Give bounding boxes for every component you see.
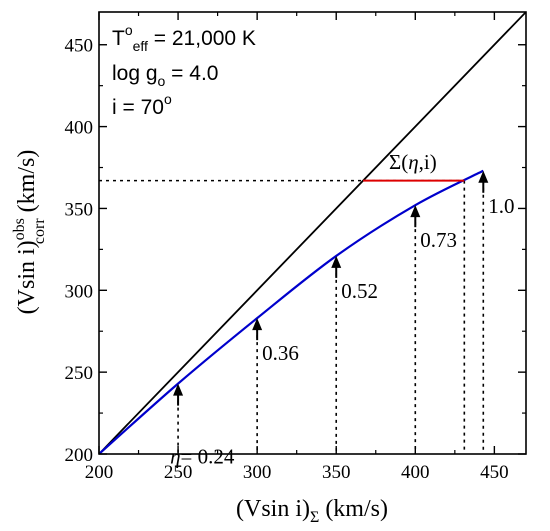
eta-marker-label: 0.73 xyxy=(420,228,457,252)
eta-arrow-head xyxy=(173,383,184,396)
eta-marker-label: 0.52 xyxy=(341,279,378,303)
y-tick-label: 350 xyxy=(65,199,94,220)
eta-arrow-head xyxy=(331,255,342,268)
eta-arrow-head xyxy=(410,205,421,218)
x-axis-title: (Vsin i)Σ (km/s) xyxy=(236,496,388,526)
model-curve xyxy=(99,169,484,454)
eta-arrow-head xyxy=(478,170,489,183)
teff-label: Toeff = 21,000 K xyxy=(112,22,256,54)
identity-line xyxy=(99,12,526,454)
plot-frame xyxy=(98,11,527,455)
eta-marker-label: 0.36 xyxy=(262,341,299,365)
sigma-label: Σ(η,i) xyxy=(389,150,437,174)
eta-marker-label: 1.0 xyxy=(488,194,514,218)
y-tick-label: 200 xyxy=(65,445,94,466)
eta-arrow-head xyxy=(252,318,263,331)
y-tick-label: 300 xyxy=(65,281,94,302)
axis-ticks: 200 250 300 350 400 450 200 250 300 350 400 450 xyxy=(65,12,526,483)
x-tick-label: 200 xyxy=(85,462,114,483)
y-axis-title: (Vsin i)obs corr (km/s) xyxy=(11,150,48,315)
x-tick-label: 450 xyxy=(480,462,509,483)
x-tick-label: 300 xyxy=(243,462,272,483)
eta-markers: η= 0.24 0.36 0.52 0.73 1.0 xyxy=(170,170,515,469)
y-tick-label: 450 xyxy=(65,36,94,57)
logg-label: log go = 4.0 xyxy=(112,62,218,89)
x-tick-label: 250 xyxy=(164,462,193,483)
inclination-label: i = 70o xyxy=(112,91,172,119)
y-tick-label: 400 xyxy=(65,118,94,139)
y-tick-label: 250 xyxy=(65,363,94,384)
plot-content xyxy=(99,12,526,454)
x-tick-label: 350 xyxy=(322,462,351,483)
eta-marker-label: η= 0.24 xyxy=(170,445,235,469)
x-tick-label: 400 xyxy=(401,462,430,483)
